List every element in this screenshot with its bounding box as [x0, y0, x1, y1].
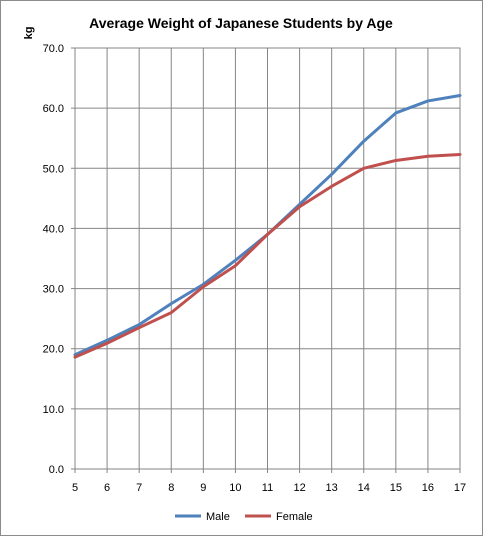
x-tick-label: 15: [390, 482, 402, 494]
y-tick-label: 20.0: [43, 344, 64, 356]
series-layer: [73, 94, 462, 359]
y-axis-unit-label: kg: [23, 27, 35, 40]
x-tick-label: 8: [168, 482, 174, 494]
x-tick-label: 17: [454, 482, 466, 494]
series-line-female: [73, 152, 462, 359]
y-tick-label: 40.0: [43, 223, 64, 235]
legend: Male Female: [175, 511, 313, 523]
y-tick-label: 70.0: [43, 43, 64, 55]
x-tick-label: 7: [136, 482, 142, 494]
x-tick-label: 10: [229, 482, 241, 494]
x-tick-label: 12: [293, 482, 305, 494]
y-tick-label: 50.0: [43, 163, 64, 175]
x-tick-label: 9: [200, 482, 206, 494]
y-tick-label: 30.0: [43, 284, 64, 296]
plot-area-border: [74, 47, 461, 470]
y-tick-label: 0.0: [49, 464, 64, 476]
axis-layer: 0.0 10.0 20.0 30.0 40.0 50.0 60.0 70.0 5 6 7 8 9 10 11…: [43, 43, 467, 494]
x-tick-label: 11: [262, 482, 273, 494]
x-tick-label: 13: [326, 482, 338, 494]
y-tick-label: 10.0: [43, 404, 64, 416]
legend-label-male: Male: [206, 511, 230, 523]
x-tick-label: 5: [72, 482, 78, 494]
x-tick-label: 6: [104, 482, 110, 494]
y-tick-label: 60.0: [43, 103, 64, 115]
x-tick-label: 14: [358, 482, 370, 494]
x-tick-label: 16: [422, 482, 434, 494]
legend-label-female: Female: [276, 511, 313, 523]
chart-title: Average Weight of Japanese Students by A…: [89, 15, 393, 31]
